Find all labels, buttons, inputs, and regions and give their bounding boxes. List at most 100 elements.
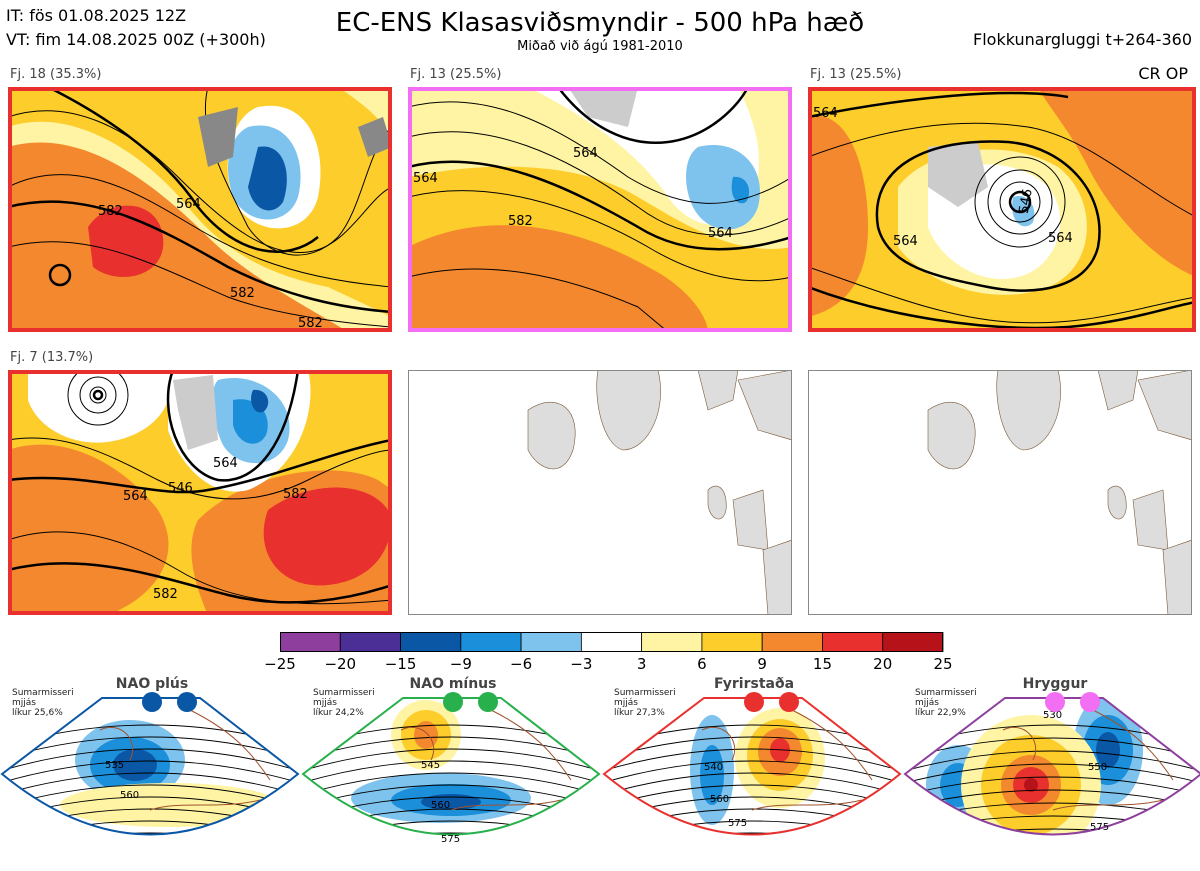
cluster-map-1: 582 564 582 582	[8, 87, 392, 332]
panel-4-contour-5: 582	[153, 587, 178, 602]
colorbar-cell	[400, 632, 462, 652]
initial-time: IT: fös 01.08.2025 12Z	[6, 6, 187, 25]
panel-2-border	[408, 87, 792, 332]
regime-contour-label: 545	[421, 760, 440, 771]
regime-map-2: 545 560 575	[301, 697, 601, 845]
regime-smooth: mjjás	[12, 698, 36, 708]
regime-smooth: mjjás	[915, 698, 939, 708]
regime-marker-dot	[142, 692, 162, 712]
cluster-map-4: 564 546 582 564 582	[8, 370, 392, 615]
page-subtitle: Miðað við ágú 1981-2010	[517, 39, 683, 54]
panel-4-border	[8, 370, 392, 615]
panel-2-contour-1: 564	[573, 146, 598, 161]
empty-map-6	[808, 370, 1192, 615]
regime-title: NAO plús	[115, 676, 189, 692]
regime-info: Sumarmisseri mjjás líkur 27,3%	[614, 688, 676, 718]
colorbar-cell	[882, 632, 944, 652]
regime-info: Sumarmisseri mjjás líkur 22,9%	[915, 688, 977, 718]
colorbar-tick-label: −3	[570, 655, 593, 673]
cluster-map-3: 546 564 564 564	[808, 87, 1196, 332]
panel-1-border	[8, 87, 392, 332]
page-title: EC-ENS Klasasviðsmyndir - 500 hPa hæð	[335, 8, 865, 38]
colorbar-tick-label: 25	[933, 655, 953, 673]
panel-4-contour-4: 564	[213, 456, 238, 471]
regime-contour-label: 550	[1088, 762, 1107, 773]
colorbar-cell	[761, 632, 823, 652]
colorbar-tick-label: 15	[812, 655, 832, 673]
regime-title: Fyrirstaða	[713, 676, 795, 692]
regime-contour-label: 560	[431, 800, 450, 811]
colorbar-tick-label: 9	[757, 655, 767, 673]
panel-4-contour-2: 546	[168, 481, 193, 496]
regime-marker-dot	[779, 692, 799, 712]
regime-info: Sumarmisseri mjjás líkur 24,2%	[313, 688, 375, 718]
colorbar-cell	[822, 632, 884, 652]
regime-season: Sumarmisseri	[313, 688, 375, 698]
regime-map-1: 535 560	[0, 697, 300, 836]
panel-4-contour-1: 564	[123, 489, 148, 504]
panel-2-contour-2: 564	[708, 226, 733, 241]
colorbar-cell	[339, 632, 401, 652]
colorbar-tick-label: −20	[324, 655, 357, 673]
panel-1-contour-3: 582	[230, 286, 255, 301]
cluster-window: Flokkunargluggi t+264-360	[973, 30, 1192, 49]
regime-marker-dot	[478, 692, 498, 712]
panel-2-label: Fj. 13 (25.5%)	[410, 67, 502, 82]
regime-season: Sumarmisseri	[915, 688, 977, 698]
cluster-map-2: 564 564 582 564	[408, 87, 792, 332]
colorbar-cell	[520, 632, 582, 652]
regime-contour-label: 535	[105, 760, 124, 771]
regime-title: Hryggur	[1022, 676, 1088, 692]
panel-6-border	[808, 370, 1192, 615]
regime-contour-label: 530	[1043, 710, 1062, 721]
regime-contour-label: 575	[441, 834, 460, 845]
regime-contour-label: 540	[704, 762, 723, 773]
panel-1-contour-4: 582	[298, 316, 323, 331]
colorbar-cell	[580, 632, 643, 652]
regime-contour-label: 560	[120, 790, 139, 801]
colorbar-cell	[701, 632, 763, 652]
colorbar-tick-label: −25	[264, 655, 296, 673]
panel-5-border	[408, 370, 792, 615]
regime-prob: líkur 22,9%	[915, 708, 966, 718]
panel-3-contour-2: 546	[1017, 188, 1036, 215]
regime-smooth: mjjás	[614, 698, 638, 708]
colorbar-tick-label: −15	[384, 655, 417, 673]
regime-marker-dot	[1045, 692, 1065, 712]
regime-map-3: 540 560 575	[602, 697, 902, 836]
panel-2-contour-4: 564	[413, 171, 438, 186]
empty-map-5	[408, 370, 792, 615]
panel-3-contour-3: 564	[1048, 231, 1073, 246]
panel-3-border	[808, 87, 1196, 332]
regime-marker-dot	[744, 692, 764, 712]
regime-contour-label: 575	[1090, 822, 1109, 833]
regime-marker-dot	[177, 692, 197, 712]
colorbar-cell	[280, 632, 341, 652]
colorbar-tick-label: 3	[636, 655, 647, 673]
colorbar-tick-label: 6	[697, 655, 707, 673]
panel-4-label: Fj. 7 (13.7%)	[10, 350, 94, 365]
panel-3-contour-1: 564	[893, 234, 918, 249]
regime-info: Sumarmisseri mjjás líkur 25,6%	[12, 688, 74, 718]
panel-1-contour-1: 582	[98, 204, 123, 219]
panel-4-contour-3: 582	[283, 487, 308, 502]
regime-marker-dot	[443, 692, 463, 712]
colorbar-cell	[641, 632, 703, 652]
regime-smooth: mjjás	[313, 698, 337, 708]
regime-prob: líkur 24,2%	[313, 708, 364, 718]
regime-season: Sumarmisseri	[614, 688, 676, 698]
regime-map-4: 530 550 575	[903, 697, 1200, 836]
regime-prob: líkur 25,6%	[12, 708, 63, 718]
regime-prob: líkur 27,3%	[614, 708, 665, 718]
cr-op-label: CR OP	[1138, 64, 1188, 83]
regime-contour-label: 560	[710, 794, 729, 805]
regime-season: Sumarmisseri	[12, 688, 74, 698]
valid-time: VT: fim 14.08.2025 00Z (+300h)	[6, 30, 266, 49]
colorbar-tick-label: −6	[510, 655, 533, 673]
panel-3-contour-4: 564	[813, 106, 838, 121]
colorbar-tick-label: 20	[873, 655, 893, 673]
panel-2-contour-3: 582	[508, 214, 533, 229]
panel-3-label: Fj. 13 (25.5%)	[810, 67, 902, 82]
regime-contour-label: 575	[728, 818, 747, 829]
colorbar-tick-label: −9	[449, 655, 472, 673]
